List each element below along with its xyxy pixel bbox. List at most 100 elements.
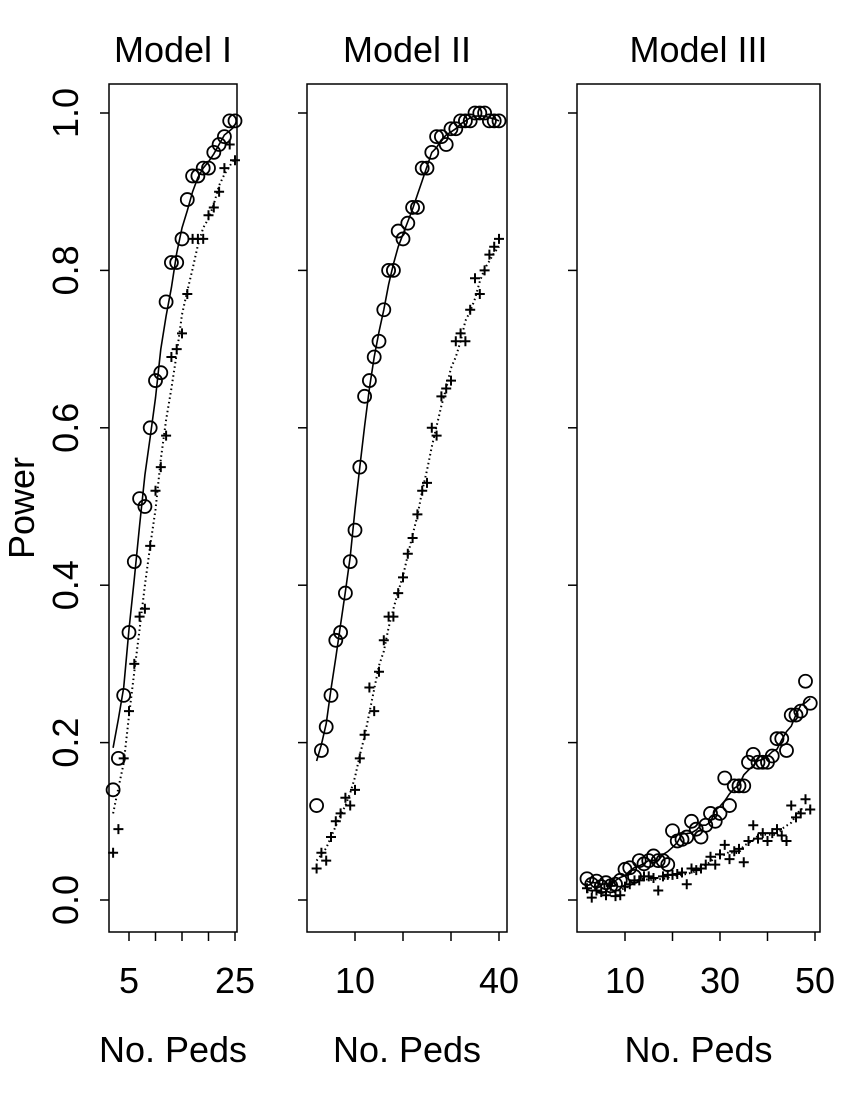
- circle-marker: [313, 743, 329, 758]
- plus-marker: [455, 328, 466, 339]
- plus-marker: [316, 847, 327, 858]
- solid-trend-line: [112, 125, 236, 748]
- circle-marker: [105, 782, 121, 798]
- plus-marker: [155, 462, 166, 473]
- circle-marker: [323, 687, 339, 703]
- plus-marker: [219, 163, 230, 174]
- circle-marker: [457, 113, 473, 129]
- plus-marker: [700, 859, 711, 870]
- x-axis-label: No. Peds: [99, 1029, 247, 1070]
- circle-marker: [405, 200, 421, 215]
- y-tick-label: 0.8: [45, 245, 86, 295]
- circle-marker: [448, 121, 464, 137]
- plot-frame: [576, 83, 821, 933]
- plus-marker: [208, 202, 219, 213]
- plus-marker: [582, 883, 592, 894]
- plus-marker: [672, 869, 683, 880]
- plus-marker: [426, 422, 437, 433]
- plus-marker: [677, 867, 687, 878]
- y-tick-label: 0.2: [45, 718, 86, 768]
- plus-marker: [321, 855, 332, 866]
- circle-marker: [477, 105, 493, 121]
- x-tick-label: 10: [335, 960, 375, 1001]
- plus-marker: [686, 863, 697, 874]
- circle-marker: [467, 105, 483, 121]
- plus-marker: [388, 611, 399, 622]
- plus-marker: [489, 241, 500, 252]
- circle-marker: [424, 144, 440, 160]
- y-tick-label: 0.4: [45, 560, 86, 610]
- circle-marker: [731, 778, 747, 794]
- circle-marker: [158, 294, 174, 310]
- circle-marker: [400, 215, 416, 231]
- circle-marker: [137, 499, 153, 514]
- circle-marker: [227, 113, 243, 129]
- circle-marker: [707, 813, 723, 829]
- circle-marker: [646, 848, 661, 864]
- plus-marker: [470, 273, 480, 284]
- circle-marker: [419, 160, 435, 176]
- plus-marker: [715, 849, 725, 860]
- circle-marker: [764, 748, 780, 764]
- circle-marker: [433, 129, 449, 145]
- plus-marker: [450, 336, 461, 347]
- plus-marker: [484, 249, 495, 260]
- plus-marker: [479, 265, 490, 276]
- circle-marker: [622, 860, 638, 876]
- plus-marker: [330, 816, 341, 827]
- x-tick-label: 5: [119, 960, 139, 1001]
- plus-marker: [653, 885, 664, 896]
- plus-marker: [776, 830, 787, 841]
- panel-title: Model III: [629, 29, 767, 70]
- circle-marker: [132, 491, 148, 507]
- plus-marker: [757, 828, 768, 839]
- circle-marker: [121, 625, 137, 640]
- y-tick-label: 1.0: [45, 88, 86, 138]
- plus-marker: [311, 863, 322, 874]
- plus-marker: [436, 391, 447, 402]
- circle-marker: [783, 707, 799, 723]
- circle-marker: [179, 192, 195, 207]
- circle-marker: [395, 231, 411, 247]
- circle-marker: [750, 754, 766, 770]
- circle-marker: [679, 829, 695, 845]
- plus-marker: [719, 839, 730, 850]
- plus-marker: [402, 548, 413, 559]
- plus-marker: [350, 784, 360, 795]
- plus-marker: [743, 835, 754, 846]
- circle-marker: [491, 113, 507, 129]
- circle-marker: [655, 853, 671, 869]
- plus-marker: [150, 485, 161, 496]
- plus-marker: [800, 794, 811, 805]
- circle-marker: [798, 673, 813, 689]
- plus-marker: [601, 890, 611, 901]
- circle-marker: [409, 200, 425, 215]
- plus-marker: [643, 871, 654, 882]
- circle-marker: [352, 459, 368, 475]
- circle-marker: [366, 349, 382, 365]
- plus-marker: [224, 139, 235, 150]
- circle-marker: [688, 821, 704, 837]
- plus-marker: [658, 871, 668, 882]
- y-tick-label: 0.6: [45, 403, 86, 453]
- circle-marker: [684, 813, 699, 829]
- circle-marker: [802, 695, 818, 711]
- plus-marker: [786, 800, 797, 811]
- plus-marker: [412, 509, 423, 520]
- plus-marker: [359, 729, 370, 740]
- circle-marker: [736, 778, 752, 794]
- circle-marker: [328, 632, 344, 648]
- plus-marker: [615, 890, 626, 901]
- plus-marker: [326, 832, 336, 843]
- plus-marker: [474, 289, 485, 300]
- plus-marker: [417, 485, 428, 496]
- circle-marker: [414, 160, 430, 176]
- plus-marker: [591, 885, 602, 896]
- circle-marker: [722, 798, 737, 813]
- plus-marker: [762, 835, 773, 846]
- panel-2: Model II 10 40 No. Peds: [298, 29, 519, 1070]
- plus-marker: [182, 289, 193, 300]
- plus-marker: [230, 155, 240, 166]
- solid-trend-line: [586, 697, 811, 885]
- y-tick-label: 0.0: [45, 875, 86, 925]
